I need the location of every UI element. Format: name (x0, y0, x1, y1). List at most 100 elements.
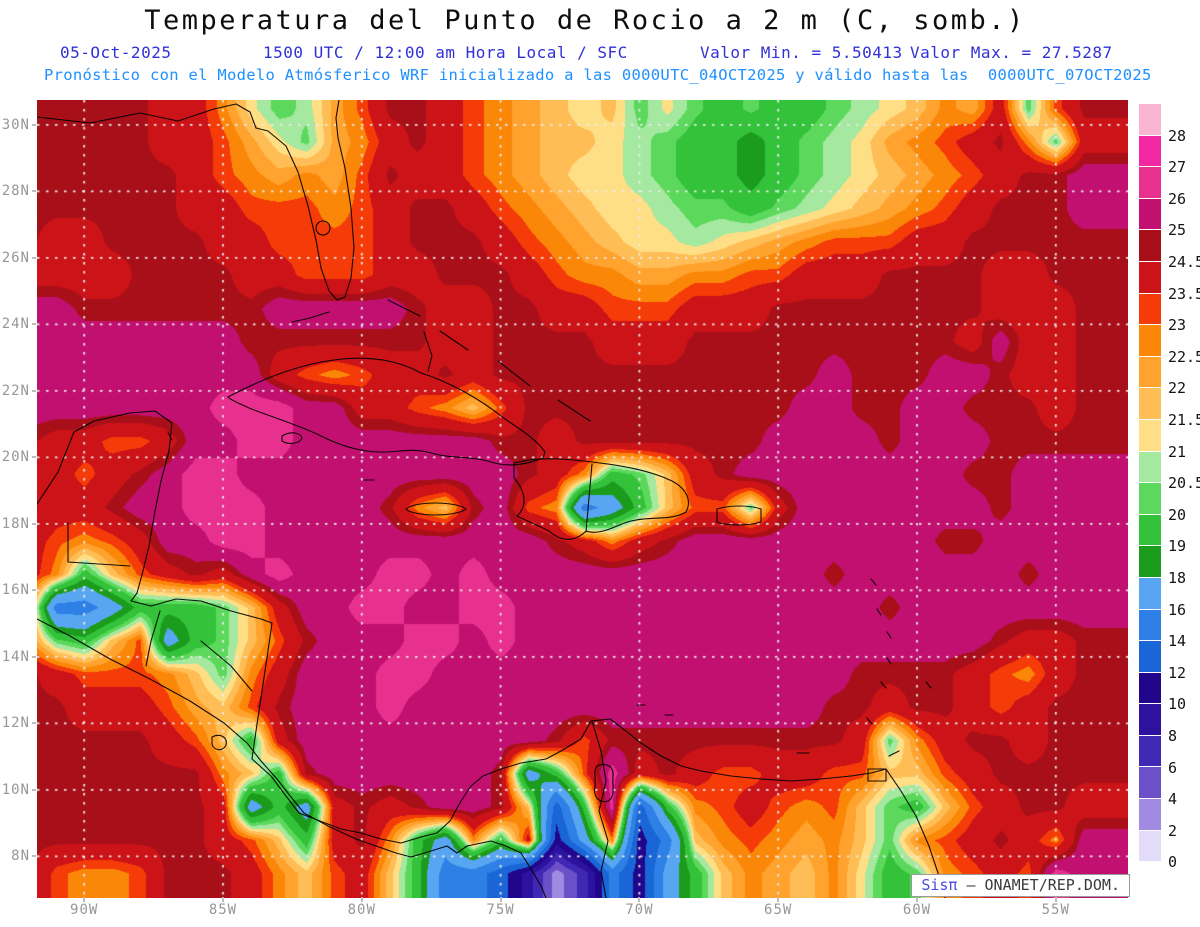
lon-tick (83, 897, 86, 902)
colorbar-label-4: 4 (1168, 790, 1178, 809)
credit-app-name: Sisπ (921, 876, 958, 894)
colorbar-segment (1139, 135, 1161, 168)
colorbar-segment (1139, 641, 1161, 673)
lon-tick (221, 897, 224, 902)
colorbar-label-26: 26 (1168, 189, 1187, 208)
colorbar-segment (1139, 230, 1161, 262)
colorbar (1139, 104, 1161, 894)
colorbar-label-25: 25 (1168, 221, 1187, 240)
subtitle-forecast: Pronóstico con el Modelo Atmósferico WRF… (44, 66, 1152, 84)
colorbar-label-22.5: 22.5 (1168, 347, 1200, 366)
colorbar-segment (1139, 862, 1161, 894)
subtitle-min-value: Valor Min. = 5.50413 (700, 43, 903, 62)
colorbar-label-8: 8 (1168, 727, 1178, 745)
colorbar-label-20: 20 (1168, 505, 1187, 524)
colorbar-label-16: 16 (1168, 600, 1187, 619)
lon-label-90W: 90W (70, 902, 99, 918)
lat-label-22N: 22N (1, 382, 30, 399)
lon-label-60W: 60W (902, 902, 932, 918)
colorbar-segment (1139, 388, 1161, 420)
lat-tick (32, 522, 36, 525)
lat-label-28N: 28N (1, 183, 30, 200)
lon-tick (1054, 897, 1057, 902)
colorbar-segment (1139, 546, 1161, 578)
lat-label-10N: 10N (1, 781, 30, 798)
lon-tick (499, 897, 502, 902)
lat-tick (32, 256, 36, 259)
colorbar-segment (1139, 767, 1161, 800)
lon-label-80W: 80W (347, 902, 376, 918)
colorbar-segment (1139, 293, 1161, 326)
lon-tick (915, 897, 918, 902)
lon-tick (360, 897, 363, 902)
lon-label-65W: 65W (764, 902, 793, 918)
colorbar-segment (1139, 735, 1161, 768)
colorbar-segment (1139, 609, 1161, 642)
lat-tick (32, 456, 36, 459)
colorbar-label-28: 28 (1168, 126, 1187, 145)
colorbar-label-6: 6 (1168, 758, 1178, 777)
colorbar-label-14: 14 (1168, 632, 1187, 651)
colorbar-label-24.5: 24.5 (1168, 253, 1200, 271)
lat-tick (32, 655, 36, 658)
lat-label-26N: 26N (1, 249, 30, 266)
lat-label-8N: 8N (11, 848, 30, 865)
colorbar-label-2: 2 (1168, 821, 1178, 840)
colorbar-segment (1139, 514, 1161, 547)
subtitle-date: 05-Oct-2025 (60, 43, 172, 62)
subtitle-time: 1500 UTC / 12:00 am Hora Local / SFC (263, 43, 628, 62)
lat-tick (32, 389, 36, 392)
lon-label-75W: 75W (486, 902, 515, 918)
colorbar-segment (1139, 451, 1161, 484)
lat-tick (32, 190, 36, 193)
colorbar-segment (1139, 356, 1161, 389)
colorbar-label-21: 21 (1168, 442, 1187, 461)
colorbar-segment (1139, 104, 1161, 136)
colorbar-segment (1139, 483, 1161, 515)
colorbar-segment (1139, 261, 1161, 294)
colorbar-label-22: 22 (1168, 379, 1187, 398)
colorbar-segment (1139, 672, 1161, 705)
lat-tick (32, 589, 36, 592)
lon-tick (638, 897, 641, 902)
lat-tick (32, 323, 36, 326)
colorbar-segment (1139, 577, 1161, 610)
lon-label-85W: 85W (208, 902, 238, 918)
colorbar-segment (1139, 419, 1161, 452)
colorbar-label-0: 0 (1168, 853, 1178, 872)
lat-label-16N: 16N (1, 582, 30, 599)
dewpoint-raster (37, 100, 1128, 898)
colorbar-label-20.5: 20.5 (1168, 474, 1200, 493)
colorbar-segment (1139, 198, 1161, 231)
lat-label-24N: 24N (1, 316, 30, 333)
colorbar-label-21.5: 21.5 (1168, 411, 1200, 429)
lat-tick (32, 123, 36, 126)
colorbar-segment (1139, 799, 1161, 831)
lat-label-30N: 30N (1, 116, 30, 133)
lat-tick (32, 855, 36, 858)
subtitle-max-value: Valor Max. = 27.5287 (910, 43, 1113, 62)
lat-label-20N: 20N (1, 449, 30, 466)
colorbar-label-23.5: 23.5 (1168, 284, 1200, 303)
lat-tick (32, 722, 36, 725)
credit-box: Sisπ – ONAMET/REP.DOM. (911, 874, 1130, 897)
colorbar-label-27: 27 (1168, 158, 1187, 177)
lat-label-18N: 18N (1, 515, 30, 532)
map-area: Sisπ – ONAMET/REP.DOM. (37, 100, 1130, 898)
colorbar-label-23: 23 (1168, 316, 1187, 335)
colorbar-segment (1139, 167, 1161, 199)
colorbar-segment (1139, 830, 1161, 863)
lon-label-55W: 55W (1041, 902, 1070, 918)
credit-org: – ONAMET/REP.DOM. (957, 876, 1120, 894)
lat-tick (32, 788, 36, 791)
colorbar-label-18: 18 (1168, 569, 1187, 587)
lat-label-14N: 14N (1, 648, 30, 665)
colorbar-label-10: 10 (1168, 695, 1187, 714)
colorbar-segment (1139, 325, 1161, 357)
lon-tick (777, 897, 780, 902)
colorbar-segment (1139, 704, 1161, 736)
colorbar-label-19: 19 (1168, 537, 1187, 556)
page-title: Temperatura del Punto de Rocio a 2 m (C,… (144, 5, 1026, 36)
colorbar-label-12: 12 (1168, 663, 1187, 682)
